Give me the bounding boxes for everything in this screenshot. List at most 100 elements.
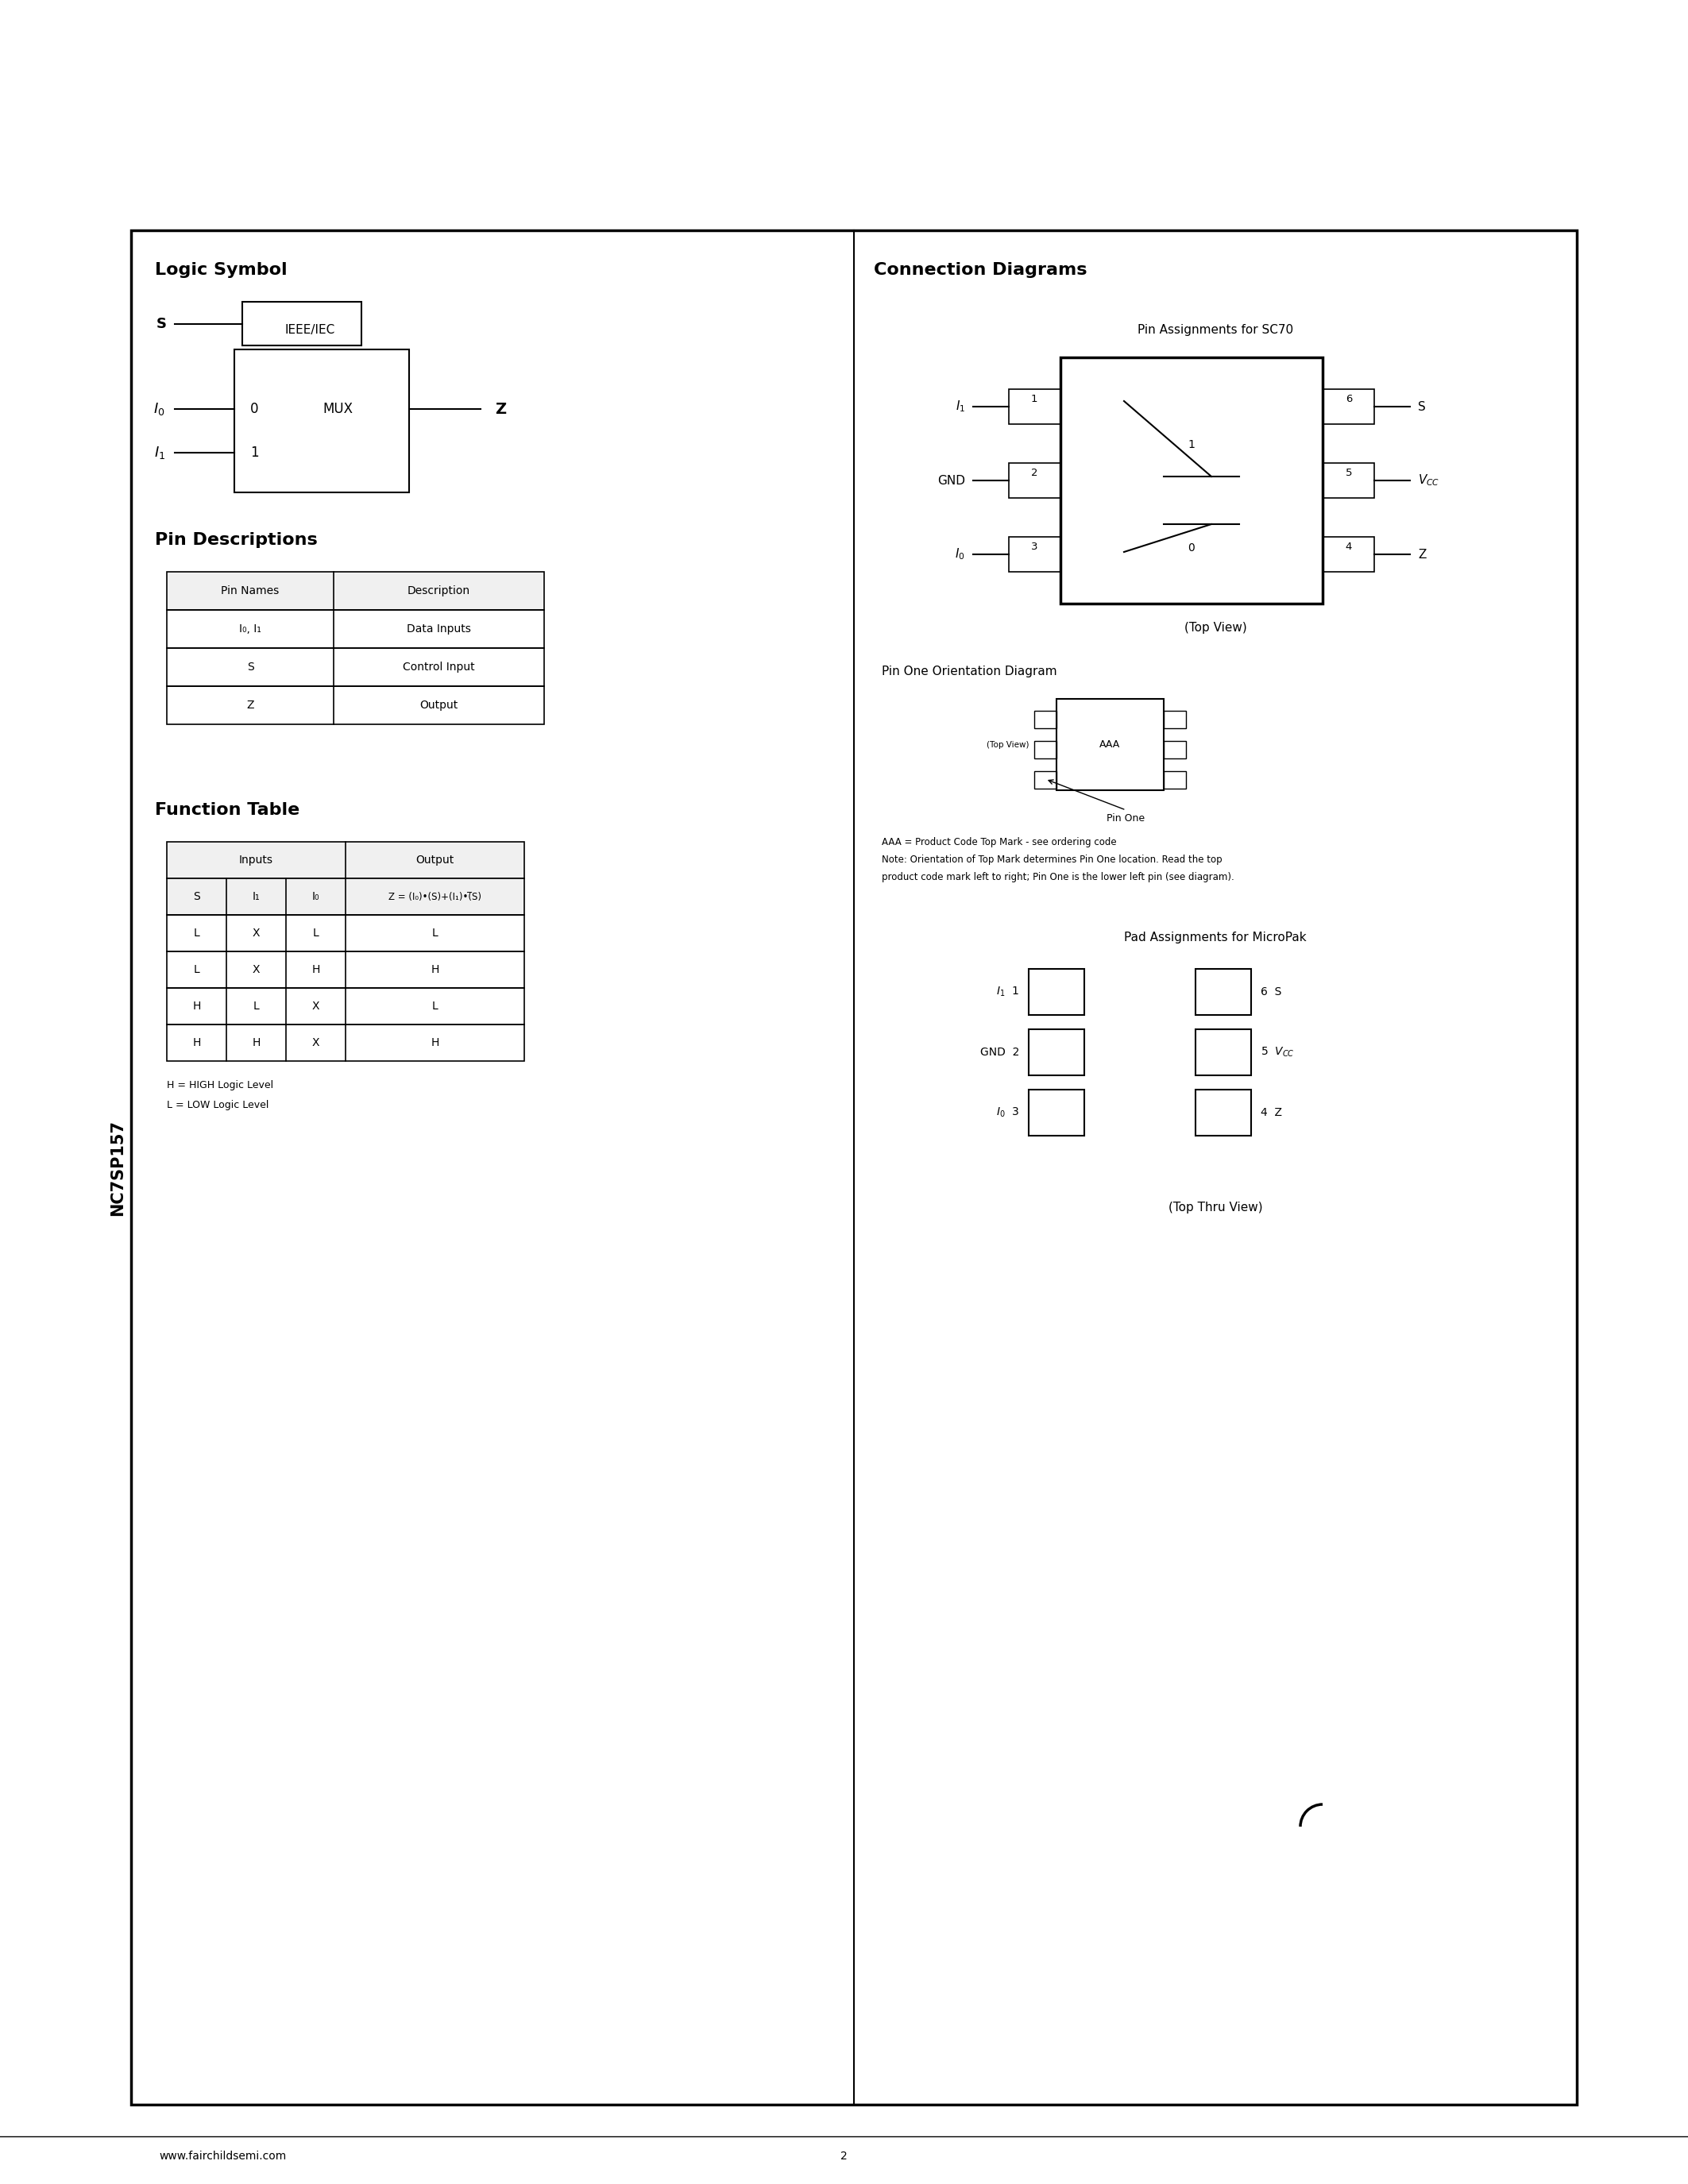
Bar <box>1035 740 1057 758</box>
Bar <box>1009 389 1060 424</box>
Bar <box>167 609 544 649</box>
Text: H: H <box>192 1000 201 1011</box>
Text: L: L <box>432 928 437 939</box>
Text: Z: Z <box>246 699 253 710</box>
Text: X: X <box>253 963 260 976</box>
Text: $I_1$: $I_1$ <box>154 446 165 461</box>
Text: $I_0$: $I_0$ <box>955 546 966 561</box>
Text: Pin One: Pin One <box>1107 812 1144 823</box>
Text: Pin Names: Pin Names <box>221 585 279 596</box>
Text: I₀, I₁: I₀, I₁ <box>240 622 262 636</box>
Bar <box>1035 771 1057 788</box>
Bar <box>1009 463 1060 498</box>
Text: Control Input: Control Input <box>403 662 474 673</box>
Text: 5: 5 <box>1345 467 1352 478</box>
Text: 4  Z: 4 Z <box>1261 1107 1283 1118</box>
Bar <box>167 915 525 952</box>
Text: $I_1$: $I_1$ <box>955 400 966 415</box>
Text: Z: Z <box>1418 548 1426 561</box>
Text: Pin Assignments for SC70: Pin Assignments for SC70 <box>1138 323 1293 336</box>
Bar <box>1028 1090 1084 1136</box>
Text: www.fairchildsemi.com: www.fairchildsemi.com <box>159 2151 287 2162</box>
Bar <box>167 952 525 987</box>
Bar <box>235 349 408 491</box>
Text: GND  2: GND 2 <box>981 1046 1020 1057</box>
Text: X: X <box>253 928 260 939</box>
Text: Inputs: Inputs <box>240 854 273 865</box>
Text: GND: GND <box>937 474 966 487</box>
Text: S: S <box>1418 400 1426 413</box>
Text: Description: Description <box>407 585 471 596</box>
Text: 2: 2 <box>841 2151 847 2162</box>
Text: AAA = Product Code Top Mark - see ordering code: AAA = Product Code Top Mark - see orderi… <box>881 836 1116 847</box>
Text: 2: 2 <box>1031 467 1038 478</box>
Text: S: S <box>192 891 201 902</box>
Text: 6: 6 <box>1345 393 1352 404</box>
Bar <box>167 1024 525 1061</box>
Text: H: H <box>430 963 439 976</box>
Text: NC7SP157: NC7SP157 <box>110 1120 125 1216</box>
Text: (Top View): (Top View) <box>1183 622 1247 633</box>
Bar <box>1163 740 1187 758</box>
Text: L: L <box>312 928 319 939</box>
Text: Output: Output <box>415 854 454 865</box>
Text: L: L <box>253 1000 260 1011</box>
Text: L: L <box>194 928 199 939</box>
Text: 0: 0 <box>1188 542 1195 553</box>
Text: I₁: I₁ <box>253 891 260 902</box>
Text: 5  $V_{CC}$: 5 $V_{CC}$ <box>1261 1046 1295 1059</box>
Text: I₀: I₀ <box>312 891 319 902</box>
Text: H: H <box>192 1037 201 1048</box>
Bar <box>1323 389 1374 424</box>
Text: S: S <box>246 662 253 673</box>
Bar <box>1057 699 1163 791</box>
Text: $I_0$  3: $I_0$ 3 <box>996 1105 1020 1118</box>
Text: S: S <box>157 317 167 332</box>
Bar <box>167 878 525 915</box>
Text: 0: 0 <box>250 402 258 417</box>
Text: 6  S: 6 S <box>1261 987 1281 998</box>
Text: H: H <box>312 963 321 976</box>
Text: product code mark left to right; Pin One is the lower left pin (see diagram).: product code mark left to right; Pin One… <box>881 871 1234 882</box>
Text: X: X <box>312 1037 319 1048</box>
Text: 3: 3 <box>1031 542 1038 553</box>
Bar <box>1323 537 1374 572</box>
Text: 4: 4 <box>1345 542 1352 553</box>
Text: H: H <box>430 1037 439 1048</box>
Bar <box>243 301 361 345</box>
Bar <box>1009 537 1060 572</box>
Bar <box>1035 710 1057 727</box>
Text: Data Inputs: Data Inputs <box>407 622 471 636</box>
Text: IEEE/IEC: IEEE/IEC <box>285 323 334 336</box>
Text: H: H <box>252 1037 260 1048</box>
Text: 1: 1 <box>1188 439 1195 450</box>
Text: Z = (I₀)•(S)+(I₁)•(̅S): Z = (I₀)•(S)+(I₁)•(̅S) <box>388 891 481 902</box>
Bar <box>167 572 544 609</box>
Bar <box>167 841 525 878</box>
Text: AAA: AAA <box>1099 740 1121 749</box>
Text: (Top View): (Top View) <box>986 740 1028 749</box>
Bar <box>1163 771 1187 788</box>
Text: Pin Descriptions: Pin Descriptions <box>155 533 317 548</box>
Text: Note: Orientation of Top Mark determines Pin One location. Read the top: Note: Orientation of Top Mark determines… <box>881 854 1222 865</box>
Text: Pad Assignments for MicroPak: Pad Assignments for MicroPak <box>1124 930 1307 943</box>
Bar <box>1323 463 1374 498</box>
Bar <box>1163 710 1187 727</box>
Text: H = HIGH Logic Level: H = HIGH Logic Level <box>167 1079 273 1090</box>
Bar <box>1195 970 1251 1016</box>
Text: $I_1$  1: $I_1$ 1 <box>996 985 1020 998</box>
Text: L = LOW Logic Level: L = LOW Logic Level <box>167 1099 268 1109</box>
Text: Connection Diagrams: Connection Diagrams <box>874 262 1087 277</box>
Text: $V_{CC}$: $V_{CC}$ <box>1418 474 1440 487</box>
Text: (Top Thru View): (Top Thru View) <box>1168 1201 1263 1212</box>
Text: Pin One Orientation Diagram: Pin One Orientation Diagram <box>881 666 1057 677</box>
Text: 1: 1 <box>250 446 258 461</box>
Text: Logic Symbol: Logic Symbol <box>155 262 287 277</box>
Bar <box>1028 970 1084 1016</box>
Text: Z: Z <box>495 402 506 417</box>
Bar <box>167 686 544 725</box>
Text: MUX: MUX <box>322 402 353 417</box>
Text: 1: 1 <box>1031 393 1038 404</box>
Bar <box>167 987 525 1024</box>
Bar <box>132 229 1577 2105</box>
